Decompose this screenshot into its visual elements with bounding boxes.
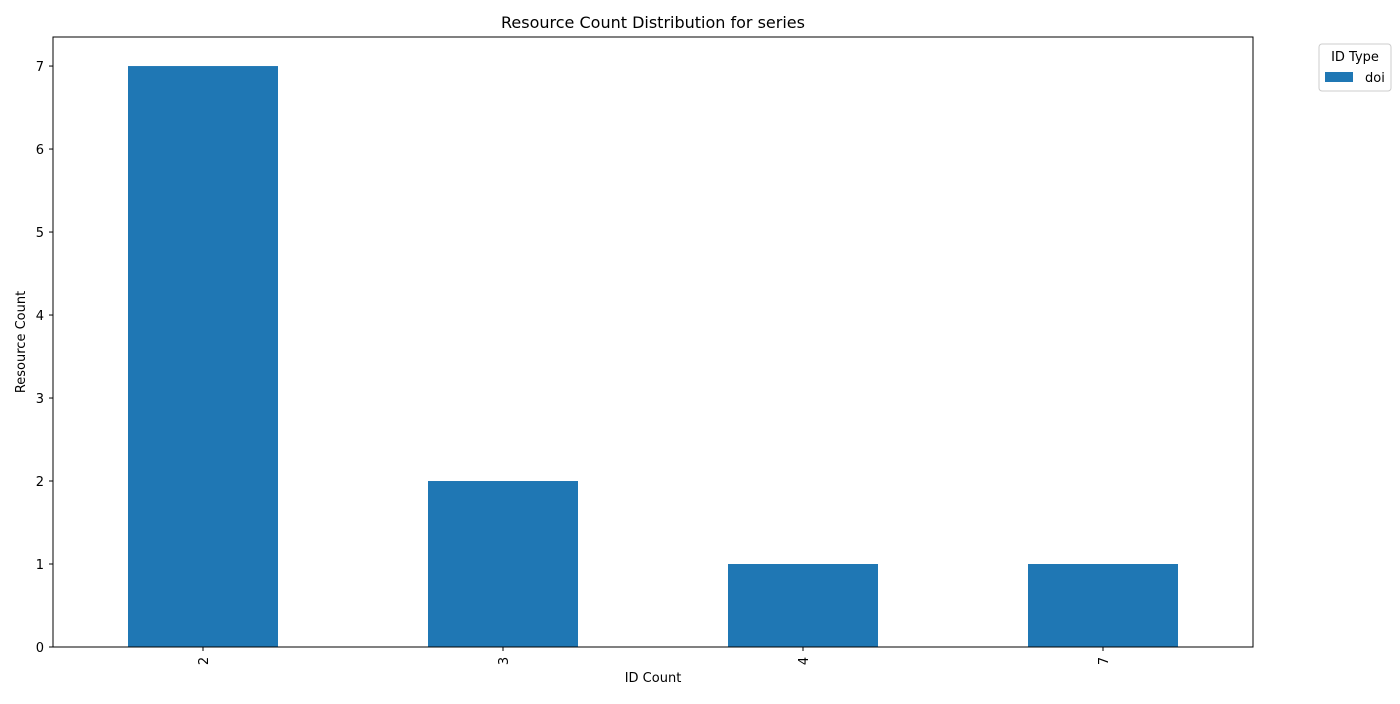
y-tick-label: 0 <box>36 641 44 656</box>
x-tick-label: 3 <box>497 657 512 665</box>
plot-frame <box>52 36 1254 648</box>
legend-swatch-doi <box>1325 72 1353 82</box>
x-tick-label: 7 <box>1097 657 1112 665</box>
y-tick-label: 1 <box>36 558 44 573</box>
y-tick-label: 6 <box>36 143 44 158</box>
y-axis: 0 1 2 3 4 5 6 7 <box>36 60 53 656</box>
bars-layer <box>128 66 1178 648</box>
legend-title: ID Type <box>1331 50 1379 65</box>
chart-title: Resource Count Distribution for series <box>501 13 805 32</box>
y-tick-label: 2 <box>36 475 44 490</box>
x-tick-label: 4 <box>797 657 812 665</box>
legend-label-doi: doi <box>1365 71 1385 86</box>
bar-4 <box>728 564 878 647</box>
legend: ID Type doi <box>1318 43 1392 92</box>
bar-3 <box>428 481 578 647</box>
y-tick-label: 3 <box>36 392 44 407</box>
bar-7 <box>1028 564 1178 647</box>
y-tick-label: 4 <box>36 309 44 324</box>
x-tick-label: 2 <box>197 657 212 665</box>
y-tick-label: 7 <box>36 60 44 75</box>
x-axis: 2 3 4 7 <box>197 647 1112 665</box>
bar-2 <box>128 66 278 648</box>
y-axis-label: Resource Count <box>14 291 29 393</box>
y-tick-label: 5 <box>36 226 44 241</box>
x-axis-label: ID Count <box>625 671 682 686</box>
